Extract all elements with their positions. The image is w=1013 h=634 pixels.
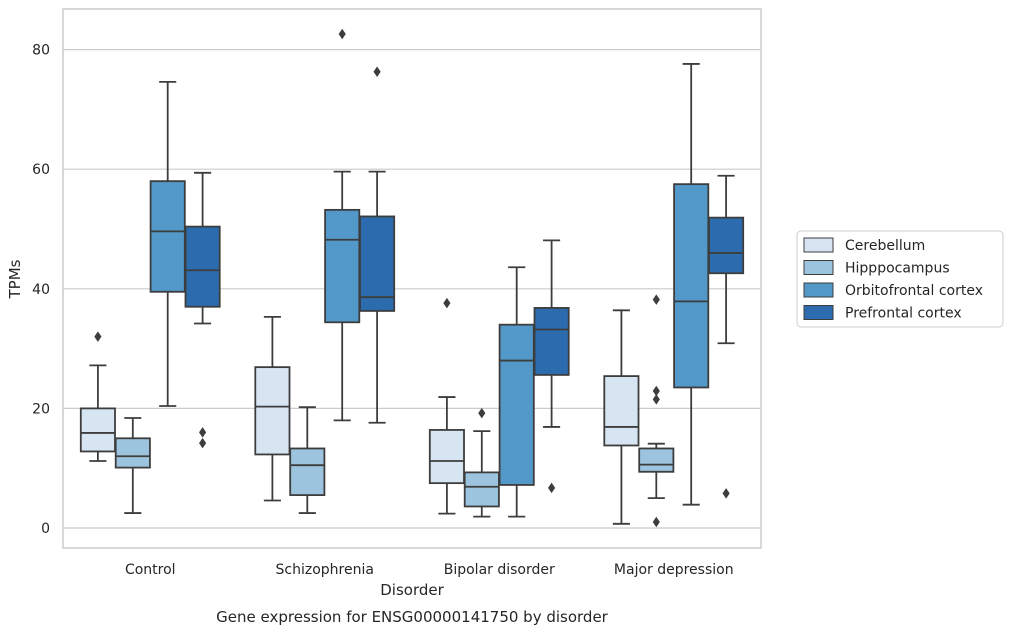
outlier-point xyxy=(722,488,730,499)
box-0-0 xyxy=(79,331,116,462)
outlier-point xyxy=(652,394,660,405)
box-iqr xyxy=(289,447,326,497)
outlier-point xyxy=(652,385,660,397)
box-1-2 xyxy=(324,28,361,422)
x-tick-label: Schizophrenia xyxy=(276,562,374,578)
box-iqr xyxy=(149,180,186,293)
legend-label: Prefrontal cortex xyxy=(845,306,962,322)
legend-swatch xyxy=(803,305,834,320)
outlier-point xyxy=(338,28,346,40)
x-tick-label: Bipolar disorder xyxy=(444,562,555,578)
outlier-point xyxy=(478,407,486,419)
box-1-3 xyxy=(359,66,396,424)
outlier-point xyxy=(652,294,660,305)
x-tick-label: Control xyxy=(125,562,176,578)
box-2-3 xyxy=(533,239,570,494)
legend-label: Cerebellum xyxy=(845,238,925,254)
outlier-point xyxy=(548,482,556,494)
box-3-3 xyxy=(708,174,745,499)
box-iqr xyxy=(533,307,570,376)
legend-frame xyxy=(796,230,1004,328)
legend-label: Hipppocampus xyxy=(845,261,950,277)
y-tick-label: 20 xyxy=(32,401,50,417)
chart-caption: Gene expression for ENSG00000141750 by d… xyxy=(216,608,609,626)
legend-swatch xyxy=(803,237,834,253)
box-iqr xyxy=(708,216,745,275)
outlier-point xyxy=(199,437,207,449)
x-axis-label: Disorder xyxy=(380,581,444,599)
box-iqr xyxy=(638,447,675,473)
box-1-1 xyxy=(289,406,326,514)
plot-area xyxy=(62,8,762,549)
y-tick-label: 80 xyxy=(32,43,50,59)
box-iqr xyxy=(114,437,151,469)
outlier-point xyxy=(443,297,451,309)
box-3-1 xyxy=(638,294,675,528)
box-1-0 xyxy=(254,316,291,502)
outlier-point xyxy=(373,66,381,77)
outlier-point xyxy=(199,427,207,438)
box-0-1 xyxy=(114,417,151,514)
y-tick-label: 40 xyxy=(32,282,50,298)
outlier-point xyxy=(652,516,660,528)
boxes xyxy=(79,28,745,528)
box-iqr xyxy=(79,407,116,453)
box-0-2 xyxy=(149,80,186,407)
box-2-1 xyxy=(463,407,500,518)
x-axis-ticks: Control Schizophrenia Bipolar disorder Majo… xyxy=(125,562,734,578)
box-iqr xyxy=(184,225,221,308)
box-iqr xyxy=(428,429,465,485)
legend-label: Orbitofrontal cortex xyxy=(845,283,983,299)
box-iqr xyxy=(324,208,361,324)
box-3-0 xyxy=(603,309,640,525)
box-0-3 xyxy=(184,171,221,449)
legend-swatch xyxy=(803,260,834,275)
box-iqr xyxy=(463,471,500,508)
box-3-2 xyxy=(673,63,710,506)
box-iqr xyxy=(673,183,710,389)
box-iqr xyxy=(254,366,291,456)
box-iqr xyxy=(603,375,640,447)
y-axis-ticks: 0 20 40 60 80 xyxy=(32,43,50,537)
y-tick-label: 60 xyxy=(32,162,50,178)
box-2-2 xyxy=(498,266,535,518)
box-2-0 xyxy=(428,297,465,515)
legend-swatch xyxy=(803,282,834,298)
outlier-point xyxy=(94,331,102,342)
y-axis-label: TPMs xyxy=(6,259,24,299)
box-iqr xyxy=(498,323,535,486)
box-iqr xyxy=(359,215,396,312)
x-tick-label: Major depression xyxy=(614,562,734,578)
legend: Cerebellum Hipppocampus Orbitofrontal cort… xyxy=(796,230,1004,328)
y-tick-label: 0 xyxy=(41,521,50,537)
